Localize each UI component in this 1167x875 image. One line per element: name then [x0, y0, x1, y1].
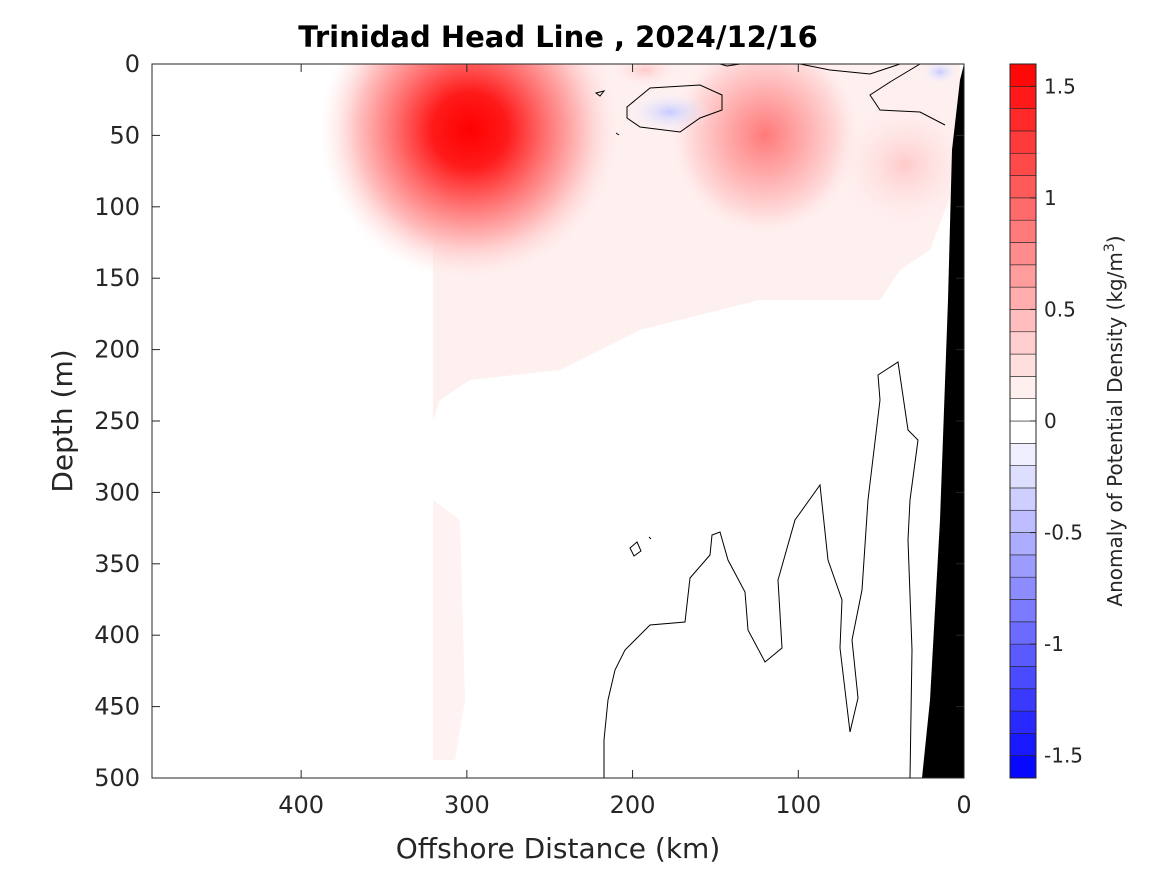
colorbar-level	[1009, 733, 1037, 756]
colorbar-tick-label: -0.5	[1044, 521, 1083, 545]
colorbar-level	[1009, 398, 1037, 422]
colorbar-level	[1009, 242, 1037, 266]
mid-positive-anomaly	[670, 64, 860, 235]
bathymetry	[922, 64, 964, 778]
colorbar-level	[1009, 643, 1037, 667]
colorbar-level	[1009, 554, 1037, 578]
axis-ticks: 400 300 200 100 0 0 50 100 150 200 250 300 350 400 450…	[94, 50, 971, 819]
x-tick-label: 0	[956, 791, 971, 819]
colorbar-level	[1009, 63, 1037, 87]
x-tick-label: 300	[444, 791, 490, 819]
x-axis-label: Offshore Distance (km)	[396, 832, 721, 865]
colorbar-level	[1009, 197, 1037, 221]
zero-contours	[594, 64, 946, 778]
x-tick-label: 200	[610, 791, 656, 819]
colorbar-level	[1009, 755, 1037, 779]
x-tick-label: 400	[278, 791, 324, 819]
deep-positive-anomaly	[830, 95, 964, 235]
y-axis-label: Depth (m)	[46, 349, 79, 492]
chart-title: Trinidad Head Line , 2024/12/16	[298, 20, 818, 54]
y-tick-label: 350	[94, 550, 140, 578]
y-tick-label: 100	[94, 193, 140, 221]
colorbar-level	[1009, 353, 1037, 377]
x-tick-label: 100	[775, 791, 821, 819]
colorbar-tick-label: 1	[1044, 186, 1057, 210]
colorbar-level	[1009, 443, 1037, 466]
colorbar-level	[1009, 286, 1037, 310]
colorbar: -1.5 -1 -0.5 0 0.5 1 1.5	[1009, 63, 1083, 779]
colorbar-label: Anomaly of Potential Density (kg/m3)	[1102, 235, 1127, 606]
colorbar-level	[1009, 264, 1037, 288]
colorbar-level	[1009, 666, 1037, 690]
y-tick-label: 50	[109, 121, 140, 149]
colorbar-level	[1009, 309, 1037, 333]
y-tick-label: 500	[94, 764, 140, 792]
strong-positive-anomaly	[320, 64, 620, 280]
colorbar-level	[1009, 420, 1037, 444]
colorbar-level	[1009, 86, 1037, 109]
weak-positive-strip	[433, 500, 465, 760]
colorbar-level	[1009, 688, 1037, 712]
surface-negative-anomaly	[922, 64, 958, 84]
colorbar-level	[1009, 175, 1037, 199]
colorbar-level	[1009, 465, 1037, 489]
colorbar-level	[1009, 376, 1037, 399]
y-tick-label: 150	[94, 264, 140, 292]
colorbar-level	[1009, 710, 1037, 734]
y-tick-label: 450	[94, 693, 140, 721]
colorbar-level	[1009, 331, 1037, 355]
colorbar-tick-label: 0.5	[1044, 297, 1076, 321]
y-tick-label: 250	[94, 407, 140, 435]
colorbar-level	[1009, 152, 1037, 176]
colorbar-tick-label: 1.5	[1044, 74, 1076, 98]
y-tick-label: 0	[125, 50, 140, 78]
y-tick-label: 200	[94, 336, 140, 364]
negative-anomaly	[628, 92, 712, 132]
colorbar-level	[1009, 130, 1037, 154]
colorbar-level	[1009, 621, 1037, 645]
colorbar-level	[1009, 576, 1037, 600]
colorbar-level	[1009, 532, 1037, 556]
y-tick-label: 400	[94, 621, 140, 649]
colorbar-level	[1009, 599, 1037, 623]
colorbar-level	[1009, 219, 1037, 243]
colorbar-tick-label: -1	[1044, 632, 1064, 656]
colorbar-level	[1009, 509, 1037, 533]
colorbar-tick-label: -1.5	[1044, 744, 1083, 768]
colorbar-level	[1009, 487, 1037, 511]
surface-positive-anomaly	[610, 64, 680, 88]
colorbar-level	[1009, 108, 1037, 132]
y-tick-label: 300	[94, 478, 140, 506]
plot-area	[152, 64, 964, 778]
colorbar-tick-label: 0	[1044, 409, 1057, 433]
